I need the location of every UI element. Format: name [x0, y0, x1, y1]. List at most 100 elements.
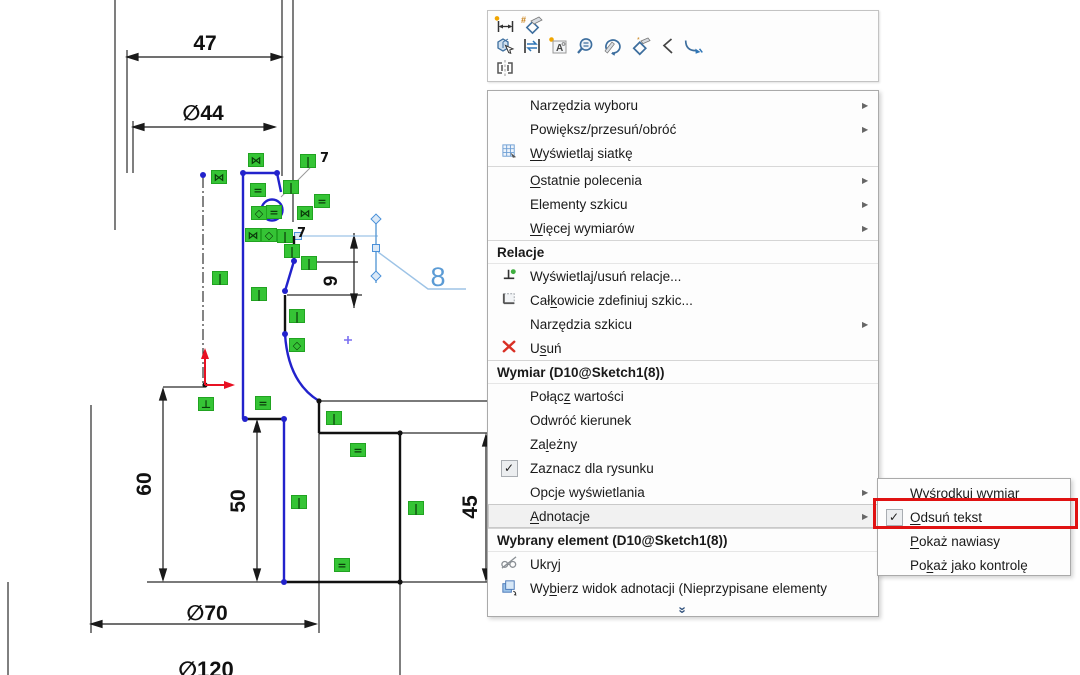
mate-icon[interactable]	[493, 57, 517, 78]
menu-item-label: Powiększ/przesuń/obróć	[530, 121, 677, 137]
dimension-text-47[interactable]: 47	[193, 32, 216, 55]
relation-badge[interactable]: | 7	[300, 151, 330, 168]
undo-icon[interactable]	[655, 36, 679, 57]
relation-badge[interactable]: |	[284, 244, 300, 259]
checked-checkbox[interactable]: ✓	[500, 459, 518, 477]
sketch-points-dark	[202, 382, 403, 585]
relation-badge[interactable]: | 7	[277, 226, 307, 243]
submenu-item-3[interactable]: Pokaż jako kontrolę	[878, 553, 1070, 577]
menu-item-label: Połącz wartości	[530, 388, 624, 404]
submenu-arrow-icon: ▶	[862, 100, 869, 110]
context-menu-item-2[interactable]: Wyświetlaj siatkę	[488, 141, 878, 165]
context-menu-item-10[interactable]: Narzędzia szkicu ▶	[488, 312, 878, 336]
menu-item-label: Elementy szkicu	[530, 196, 628, 212]
menu-item-label: Odsuń tekst	[910, 509, 983, 525]
dimension-text-8[interactable]: 8	[430, 262, 445, 292]
menu-item-label: Narzędzia wyboru	[530, 97, 639, 113]
select-entity-icon[interactable]	[493, 36, 517, 57]
context-menu-item-5[interactable]: Elementy szkicu ▶	[488, 192, 878, 216]
reverse-direction-icon[interactable]	[520, 36, 544, 57]
context-menu-item-13[interactable]: Połącz wartości	[488, 384, 878, 408]
context-menu-item-14[interactable]: Odwróć kierunek	[488, 408, 878, 432]
menu-item-gutter: ✓	[878, 508, 910, 526]
context-menu-item-6[interactable]: Więcej wymiarów ▶	[488, 216, 878, 240]
context-menu-item-17[interactable]: Opcje wyświetlania ▶	[488, 480, 878, 504]
relation-badge[interactable]: =	[334, 558, 350, 573]
context-menu-item-16[interactable]: ✓ Zaznacz dla rysunku	[488, 456, 878, 480]
context-toolbar: # A *	[487, 10, 879, 82]
sketch-origin[interactable]	[201, 348, 235, 389]
relation-badge[interactable]: =	[255, 396, 271, 411]
sketch-geometry-black[interactable]	[246, 236, 402, 584]
menu-item-gutter	[488, 578, 530, 599]
dimension-text-70[interactable]: ∅70	[186, 602, 227, 625]
context-menu-item-0[interactable]: Narzędzia wyboru ▶	[488, 93, 878, 117]
dim-handle[interactable]	[370, 270, 382, 282]
relation-badge[interactable]: ◇	[289, 338, 305, 353]
relation-badge[interactable]: =	[314, 194, 330, 209]
menu-item-label: Zaznacz dla rysunku	[530, 460, 654, 476]
context-menu-item-4[interactable]: Ostatnie polecenia ▶	[488, 168, 878, 192]
dim-handle[interactable]	[370, 213, 382, 225]
tangent-arc-icon[interactable]	[682, 36, 706, 57]
relation-badge[interactable]: |	[212, 271, 228, 286]
checked-checkbox[interactable]: ✓	[885, 508, 903, 526]
selected-dimension-8[interactable]: 8	[294, 213, 467, 292]
context-menu-item-8[interactable]: Wyświetlaj/usuń relacje...	[488, 264, 878, 288]
relation-badge[interactable]: |	[326, 411, 342, 426]
context-menu-item-15[interactable]: Zależny	[488, 432, 878, 456]
menu-item-label: Opcje wyświetlania	[530, 484, 645, 500]
menu-header-label: Relacje	[497, 244, 545, 260]
submenu-item-0[interactable]: Wyśrodkuj wymiar	[878, 481, 1070, 505]
relation-badge[interactable]: ⋈	[248, 153, 264, 168]
submenu-arrow-icon: ▶	[862, 124, 869, 134]
submenu-item-2[interactable]: Pokaż nawiasy	[878, 529, 1070, 553]
dimension-text-44[interactable]: ∅44	[182, 102, 224, 125]
relation-badge[interactable]: =	[250, 183, 266, 198]
rotate-sketch-icon[interactable]	[601, 36, 625, 57]
relation-badge[interactable]: ⊥	[198, 397, 214, 412]
dimension-text-45[interactable]: 45	[459, 495, 482, 519]
relation-badge[interactable]: ⋈	[297, 206, 313, 221]
horizontal-dimension-icon[interactable]	[493, 14, 517, 35]
dimension-text-120[interactable]: ∅120	[178, 657, 234, 675]
relation-badge[interactable]: |	[283, 180, 299, 195]
relation-badge[interactable]: =	[266, 205, 282, 220]
annotations-submenu: Wyśrodkuj wymiar ✓ Odsuń tekst Pokaż nawias…	[877, 478, 1071, 576]
svg-text:=: =	[317, 195, 326, 208]
relation-badge[interactable]: ⋈	[211, 170, 227, 185]
relation-badge[interactable]: ⋈	[245, 228, 261, 243]
svg-text:|: |	[290, 245, 294, 258]
relation-badge[interactable]: |	[251, 287, 267, 302]
context-menu-item-1[interactable]: Powiększ/przesuń/obróć ▶	[488, 117, 878, 141]
dimension-sketch-icon[interactable]: #	[520, 14, 544, 35]
relation-badge[interactable]: ◇	[261, 228, 277, 243]
relation-badge[interactable]: |	[301, 256, 317, 271]
context-menu-item-9[interactable]: Całkowicie zdefiniuj szkic...	[488, 288, 878, 312]
note-icon[interactable]: A	[547, 36, 571, 57]
context-menu-item-21[interactable]: Wybierz widok adnotacji (Nieprzypisane e…	[488, 576, 878, 600]
relation-badge[interactable]: =	[350, 443, 366, 458]
sketch-points[interactable]	[200, 170, 297, 585]
relation-badge[interactable]: |	[408, 501, 424, 516]
svg-text:|: |	[257, 288, 261, 301]
context-menu-item-20[interactable]: Ukryj	[488, 552, 878, 576]
dimension-text-50[interactable]: 50	[227, 489, 250, 512]
dimension-text-60[interactable]: 60	[133, 472, 156, 495]
menu-header-label: Wymiar (D10@Sketch1(8))	[497, 364, 665, 380]
submenu-arrow-icon: ▶	[862, 319, 869, 329]
menu-expand-chevron[interactable]: »	[488, 600, 878, 616]
svg-text:◇: ◇	[293, 339, 302, 352]
context-menu-header-12: Wymiar (D10@Sketch1(8))	[488, 360, 878, 384]
relation-badge[interactable]: |	[291, 495, 307, 510]
context-menu-item-11[interactable]: Usuń	[488, 336, 878, 360]
zoom-selection-icon[interactable]	[574, 36, 598, 57]
dimension-text-9[interactable]: 9	[321, 276, 342, 287]
dim-handle[interactable]	[372, 244, 380, 252]
relation-badge[interactable]: ◇	[251, 206, 267, 221]
relation-badge[interactable]: |	[289, 309, 305, 324]
edit-sketch-icon[interactable]: *	[628, 36, 652, 57]
submenu-item-1[interactable]: ✓ Odsuń tekst	[878, 505, 1070, 529]
context-menu-item-18[interactable]: Adnotacje ▶	[488, 504, 878, 528]
